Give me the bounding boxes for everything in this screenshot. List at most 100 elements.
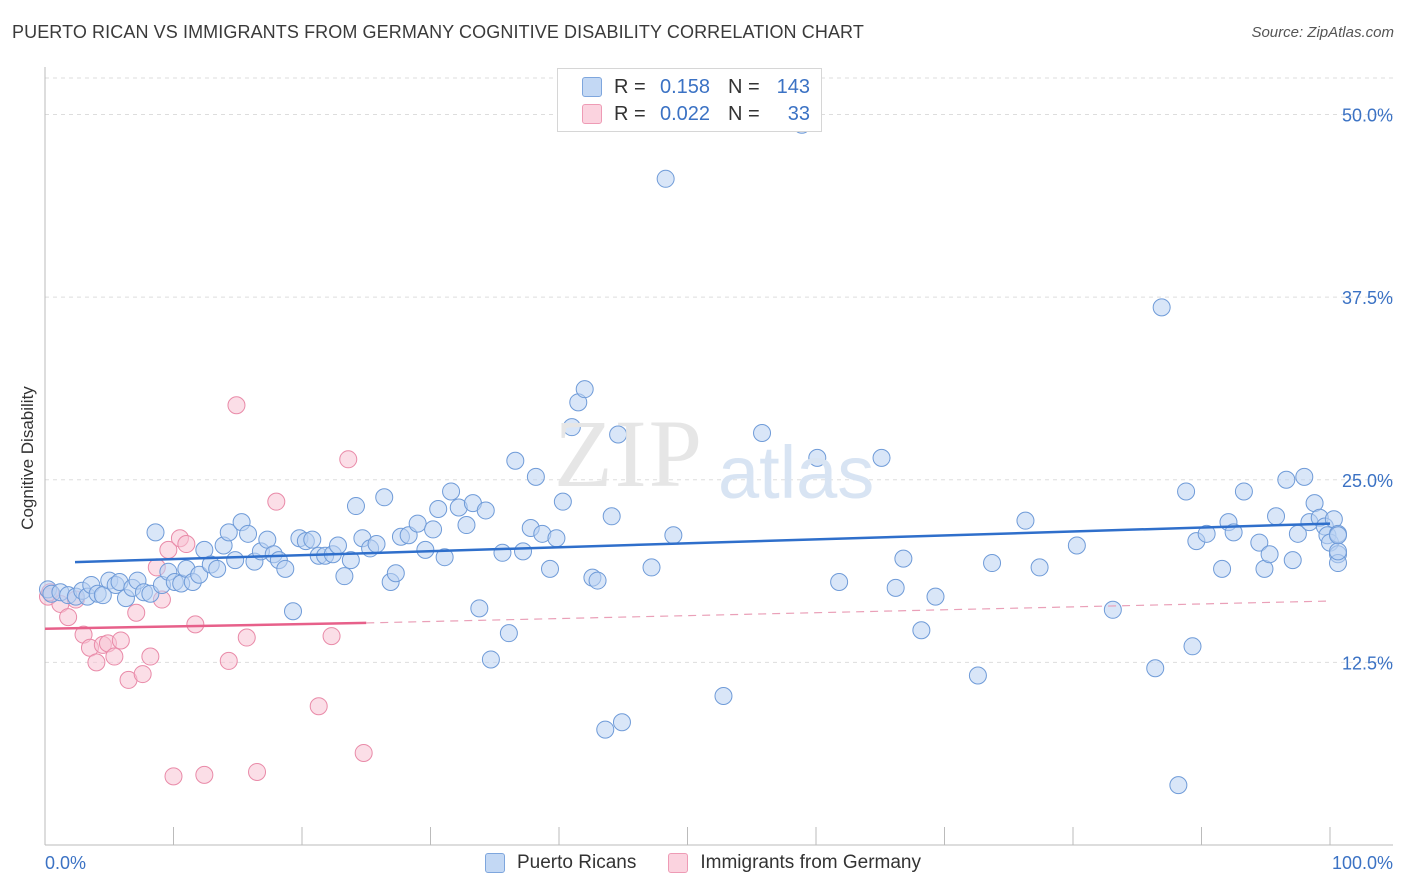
data-point-puerto-ricans: [642, 558, 661, 577]
data-point-puerto-ricans: [239, 524, 258, 543]
source-credit: Source: ZipAtlas.com: [1251, 24, 1394, 41]
data-point-puerto-ricans: [1183, 637, 1202, 656]
data-point-immigrants-germany: [227, 396, 246, 415]
data-point-puerto-ricans: [284, 602, 303, 621]
data-point-puerto-ricans: [526, 467, 545, 486]
series-immigrants-germany-points: [39, 396, 373, 786]
data-point-immigrants-germany: [219, 651, 238, 670]
data-point-puerto-ricans: [1016, 511, 1035, 530]
legend-r-label: R =: [614, 102, 646, 125]
data-point-puerto-ricans: [219, 523, 238, 542]
legend-swatch-blue: [485, 853, 505, 873]
trend-line-immigrants-germany-extension: [366, 600, 1331, 624]
y-tick-label: 50.0%: [1342, 106, 1393, 126]
data-point-puerto-ricans: [499, 624, 518, 643]
data-point-puerto-ricans: [1250, 533, 1269, 552]
data-point-puerto-ricans: [1224, 523, 1243, 542]
x-tick-label-min: 0.0%: [45, 853, 86, 873]
watermark-zip: ZIP: [554, 400, 704, 507]
data-point-puerto-ricans: [493, 543, 512, 562]
y-tick-label: 12.5%: [1342, 653, 1393, 673]
data-point-puerto-ricans: [1169, 776, 1188, 795]
data-point-puerto-ricans: [276, 559, 295, 578]
data-point-immigrants-germany: [111, 631, 130, 650]
data-point-immigrants-germany: [354, 743, 373, 762]
y-axis-label: Cognitive Disability: [18, 386, 37, 530]
legend-item-immigrants-germany[interactable]: Immigrants from Germany: [668, 852, 921, 874]
data-point-immigrants-germany: [164, 767, 183, 786]
y-tick-label: 25.0%: [1342, 471, 1393, 491]
data-point-puerto-ricans: [1234, 482, 1253, 501]
legend-swatch-blue: [582, 77, 602, 97]
data-point-puerto-ricans: [429, 499, 448, 518]
legend-r-value: 0.158: [659, 75, 711, 98]
data-point-immigrants-germany: [248, 762, 267, 781]
data-point-puerto-ricans: [1067, 536, 1086, 555]
data-point-immigrants-germany: [59, 608, 78, 627]
data-point-puerto-ricans: [1267, 507, 1286, 526]
legend-row-puerto-ricans: R = 0.158 N = 143: [582, 74, 810, 100]
data-point-puerto-ricans: [1146, 659, 1165, 678]
legend-n-label: N =: [728, 102, 760, 125]
data-point-puerto-ricans: [612, 713, 631, 732]
data-point-puerto-ricans: [514, 542, 533, 561]
data-point-puerto-ricans: [1152, 298, 1171, 317]
data-point-puerto-ricans: [303, 530, 322, 549]
data-point-puerto-ricans: [435, 548, 454, 567]
data-point-puerto-ricans: [442, 482, 461, 501]
x-axis-tick-labels: 0.0% 100.0%: [45, 853, 1393, 873]
data-point-immigrants-germany: [177, 535, 196, 554]
data-point-puerto-ricans: [886, 578, 905, 597]
data-point-puerto-ricans: [1277, 470, 1296, 489]
data-point-puerto-ricans: [609, 425, 628, 444]
data-point-immigrants-germany: [309, 697, 328, 716]
data-point-puerto-ricans: [553, 492, 572, 511]
data-point-puerto-ricans: [506, 451, 525, 470]
data-point-immigrants-germany: [133, 665, 152, 684]
data-point-puerto-ricans: [1030, 558, 1049, 577]
watermark-atlas: atlas: [718, 431, 875, 514]
data-point-puerto-ricans: [1329, 542, 1347, 561]
data-point-immigrants-germany: [267, 492, 286, 511]
legend-n-label: N =: [728, 75, 760, 98]
legend-n-value: 33: [787, 102, 810, 125]
correlation-legend: R = 0.158 N = 143 R = 0.022 N = 33: [557, 68, 822, 132]
legend-swatch-pink: [668, 853, 689, 873]
series-puerto-ricans-points: [39, 115, 1347, 795]
trend-line-puerto-ricans: [74, 522, 1331, 564]
data-point-puerto-ricans: [562, 418, 581, 437]
legend-r-value: 0.022: [659, 102, 711, 125]
chart-title: PUERTO RICAN VS IMMIGRANTS FROM GERMANY …: [12, 22, 864, 42]
legend-label-puerto-ricans: Puerto Ricans: [517, 852, 637, 873]
data-point-puerto-ricans: [983, 554, 1002, 573]
data-point-puerto-ricans: [541, 559, 560, 578]
data-point-puerto-ricans: [656, 169, 675, 188]
data-point-puerto-ricans: [208, 559, 227, 578]
data-point-puerto-ricans: [470, 599, 489, 618]
data-point-immigrants-germany: [186, 615, 205, 634]
data-point-puerto-ricans: [341, 551, 360, 570]
trend-line-immigrants-germany: [44, 621, 367, 631]
legend-r-label: R =: [614, 75, 646, 98]
legend-swatch-pink: [582, 104, 602, 124]
data-point-puerto-ricans: [912, 621, 931, 640]
data-point-puerto-ricans: [714, 686, 733, 705]
data-point-puerto-ricans: [1197, 524, 1216, 543]
data-point-puerto-ricans: [416, 540, 435, 559]
data-point-puerto-ricans: [830, 573, 849, 592]
data-point-puerto-ricans: [328, 536, 347, 555]
data-point-immigrants-germany: [127, 603, 146, 622]
data-point-puerto-ricans: [457, 516, 476, 535]
data-point-puerto-ricans: [575, 380, 594, 399]
data-point-puerto-ricans: [1177, 482, 1196, 501]
data-point-puerto-ricans: [596, 720, 615, 739]
data-point-puerto-ricans: [588, 571, 607, 590]
data-point-immigrants-germany: [141, 647, 160, 666]
data-point-puerto-ricans: [335, 567, 354, 586]
legend-item-puerto-ricans[interactable]: Puerto Ricans: [485, 852, 636, 874]
data-point-puerto-ricans: [146, 523, 165, 542]
data-point-immigrants-germany: [322, 627, 341, 646]
data-point-puerto-ricans: [808, 448, 827, 467]
y-tick-label: 37.5%: [1342, 288, 1393, 308]
